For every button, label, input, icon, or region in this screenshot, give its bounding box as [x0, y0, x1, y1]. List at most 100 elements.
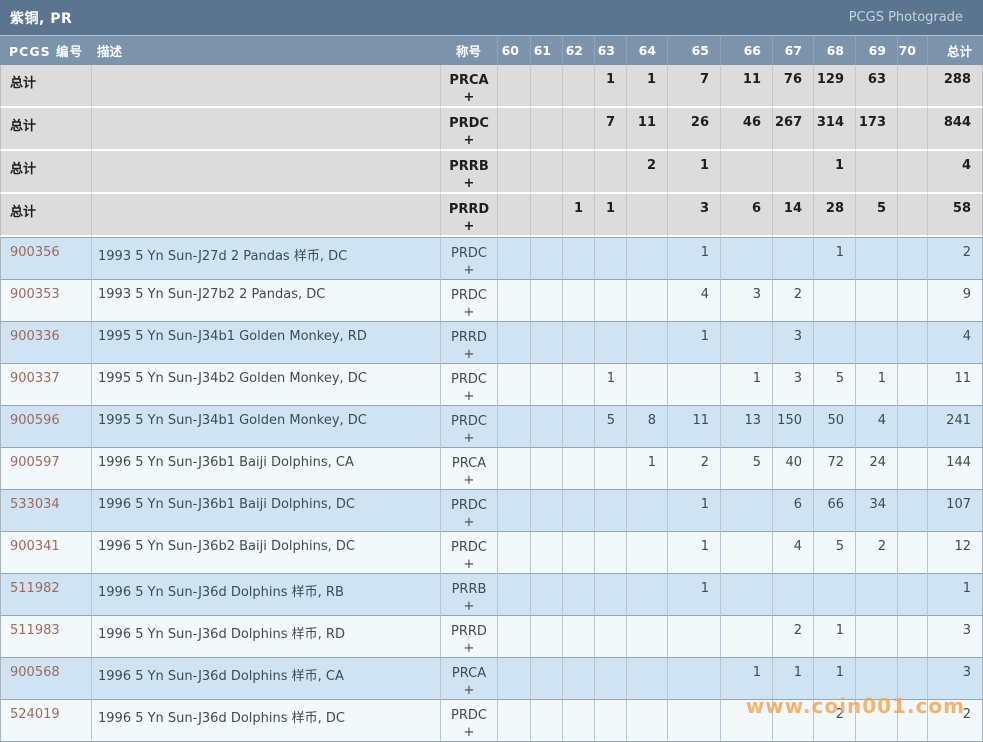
table-row: 900568 1996 5 Yn Sun-J36d Dolphins 样币, CA…: [0, 657, 983, 699]
pcgs-number-cell: 533034: [0, 489, 91, 531]
grade-64-cell: [626, 615, 667, 657]
grade-61-cell: [530, 151, 562, 194]
grade-63-cell: [594, 531, 626, 573]
grade-62-cell: [562, 237, 594, 279]
total-cell: 58: [927, 194, 983, 237]
designation-label: PRCA: [451, 666, 487, 681]
pcgs-number-link[interactable]: 533034: [10, 497, 60, 512]
grade-60-cell: [497, 699, 530, 742]
grade-69-cell: 5: [855, 194, 897, 237]
grade-61-cell: [530, 363, 562, 405]
photograde-link[interactable]: PCGS Photograde: [848, 10, 963, 25]
grade-61-cell: [530, 573, 562, 615]
designation-plus: +: [463, 599, 475, 614]
summary-row: 总计 PRDC +7 11 26 46 267 314 173 844: [0, 108, 983, 151]
pcgs-number-link[interactable]: 900336: [10, 329, 60, 344]
grade-63-cell: [594, 699, 626, 742]
grade-60-cell: [497, 657, 530, 699]
grade-63-cell: 1: [594, 194, 626, 237]
grade-60-cell: [497, 447, 530, 489]
grade-68-cell: 28: [813, 194, 855, 237]
grade-61-cell: [530, 65, 562, 108]
grade-64-cell: 1: [626, 65, 667, 108]
designation-label: PRDC: [451, 372, 487, 387]
summary-total-label: 总计: [0, 194, 91, 237]
pcgs-number-link[interactable]: 900356: [10, 245, 60, 260]
grade-69-cell: 34: [855, 489, 897, 531]
pcgs-number-cell: 900353: [0, 279, 91, 321]
designation-label: PRDC: [451, 498, 487, 513]
grade-61-cell: [530, 405, 562, 447]
grade-67-cell: 14: [772, 194, 813, 237]
grade-67-cell: 2: [772, 279, 813, 321]
grade-64-cell: [626, 657, 667, 699]
grade-61-cell: [530, 531, 562, 573]
col-header-description: 描述: [91, 35, 440, 65]
grade-69-cell: 24: [855, 447, 897, 489]
pcgs-number-link[interactable]: 900597: [10, 455, 60, 470]
pcgs-number-link[interactable]: 900596: [10, 413, 60, 428]
grade-62-cell: [562, 699, 594, 742]
summary-row: 总计 PRCA +1 1 7 11 76 129 63 288: [0, 65, 983, 108]
grade-62-cell: 1: [562, 194, 594, 237]
total-cell: 11: [927, 363, 983, 405]
designation-cell: PRDC +: [440, 489, 497, 531]
col-header-grade-65: 65: [667, 35, 720, 65]
grade-63-cell: 5: [594, 405, 626, 447]
grade-63-cell: [594, 573, 626, 615]
col-header-pcgs-number: PCGS 编号: [0, 35, 91, 65]
grade-67-cell: [772, 573, 813, 615]
pcgs-number-link[interactable]: 900337: [10, 371, 60, 386]
summary-row: 总计 PRRD +1 1 3 6 14 28 5 58: [0, 194, 983, 237]
pcgs-number-link[interactable]: 900568: [10, 665, 60, 680]
description-cell: [91, 65, 440, 108]
grade-68-cell: 72: [813, 447, 855, 489]
grade-60-cell: [497, 573, 530, 615]
grade-64-cell: [626, 489, 667, 531]
total-cell: 2: [927, 699, 983, 742]
grade-63-cell: [594, 657, 626, 699]
grade-63-cell: [594, 321, 626, 363]
pcgs-number-link[interactable]: 524019: [10, 707, 60, 722]
pcgs-number-link[interactable]: 900353: [10, 287, 60, 302]
col-header-grade-70: 70: [897, 35, 927, 65]
total-cell: 3: [927, 615, 983, 657]
grade-70-cell: [897, 108, 927, 151]
designation-label: PRRD: [451, 330, 487, 345]
grade-65-cell: [667, 657, 720, 699]
grade-61-cell: [530, 447, 562, 489]
grade-68-cell: [813, 279, 855, 321]
pcgs-number-cell: 900341: [0, 531, 91, 573]
grade-62-cell: [562, 615, 594, 657]
grade-65-cell: 1: [667, 151, 720, 194]
grade-63-cell: [594, 151, 626, 194]
grade-63-cell: [594, 615, 626, 657]
designation-cell: PRRD +: [440, 321, 497, 363]
designation-label: PRDC: [449, 116, 489, 131]
table-row: 900356 1993 5 Yn Sun-J27d 2 Pandas 样币, DC…: [0, 237, 983, 279]
designation-cell: PRCA +: [440, 447, 497, 489]
grade-67-cell: 3: [772, 363, 813, 405]
grade-66-cell: 11: [720, 65, 772, 108]
grade-70-cell: [897, 363, 927, 405]
designation-label: PRDC: [451, 414, 487, 429]
description-cell: 1993 5 Yn Sun-J27b2 2 Pandas, DC: [91, 279, 440, 321]
grade-65-cell: 3: [667, 194, 720, 237]
grade-64-cell: [626, 237, 667, 279]
pcgs-number-link[interactable]: 900341: [10, 539, 60, 554]
grade-69-cell: 173: [855, 108, 897, 151]
pcgs-number-link[interactable]: 511982: [10, 581, 60, 596]
grade-66-cell: [720, 237, 772, 279]
designation-label: PRCA: [451, 456, 487, 471]
grade-69-cell: [855, 615, 897, 657]
designation-cell: PRDC +: [440, 405, 497, 447]
grade-68-cell: 5: [813, 363, 855, 405]
pcgs-number-link[interactable]: 511983: [10, 623, 60, 638]
grade-63-cell: 1: [594, 65, 626, 108]
grade-60-cell: [497, 65, 530, 108]
col-header-grade-67: 67: [772, 35, 813, 65]
grade-60-cell: [497, 108, 530, 151]
grade-66-cell: 5: [720, 447, 772, 489]
grade-61-cell: [530, 321, 562, 363]
grade-60-cell: [497, 489, 530, 531]
